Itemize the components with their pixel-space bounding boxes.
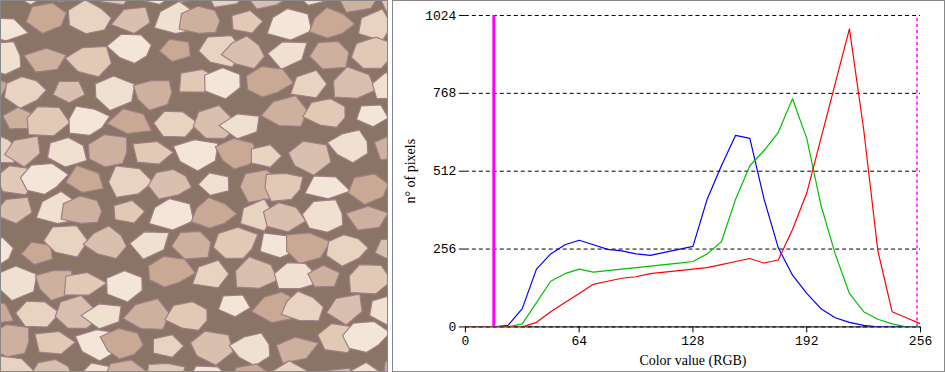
svg-text:0: 0 <box>449 320 457 335</box>
svg-text:192: 192 <box>795 334 818 349</box>
svg-text:Color value (RGB): Color value (RGB) <box>639 353 746 369</box>
svg-text:128: 128 <box>681 334 704 349</box>
svg-text:256: 256 <box>433 242 456 257</box>
svg-text:n° of pixels: n° of pixels <box>403 139 418 204</box>
svg-text:0: 0 <box>461 334 469 349</box>
svg-text:64: 64 <box>571 334 587 349</box>
svg-text:768: 768 <box>433 86 456 101</box>
svg-text:512: 512 <box>433 164 456 179</box>
svg-text:1024: 1024 <box>425 9 456 24</box>
svg-text:256: 256 <box>909 334 932 349</box>
